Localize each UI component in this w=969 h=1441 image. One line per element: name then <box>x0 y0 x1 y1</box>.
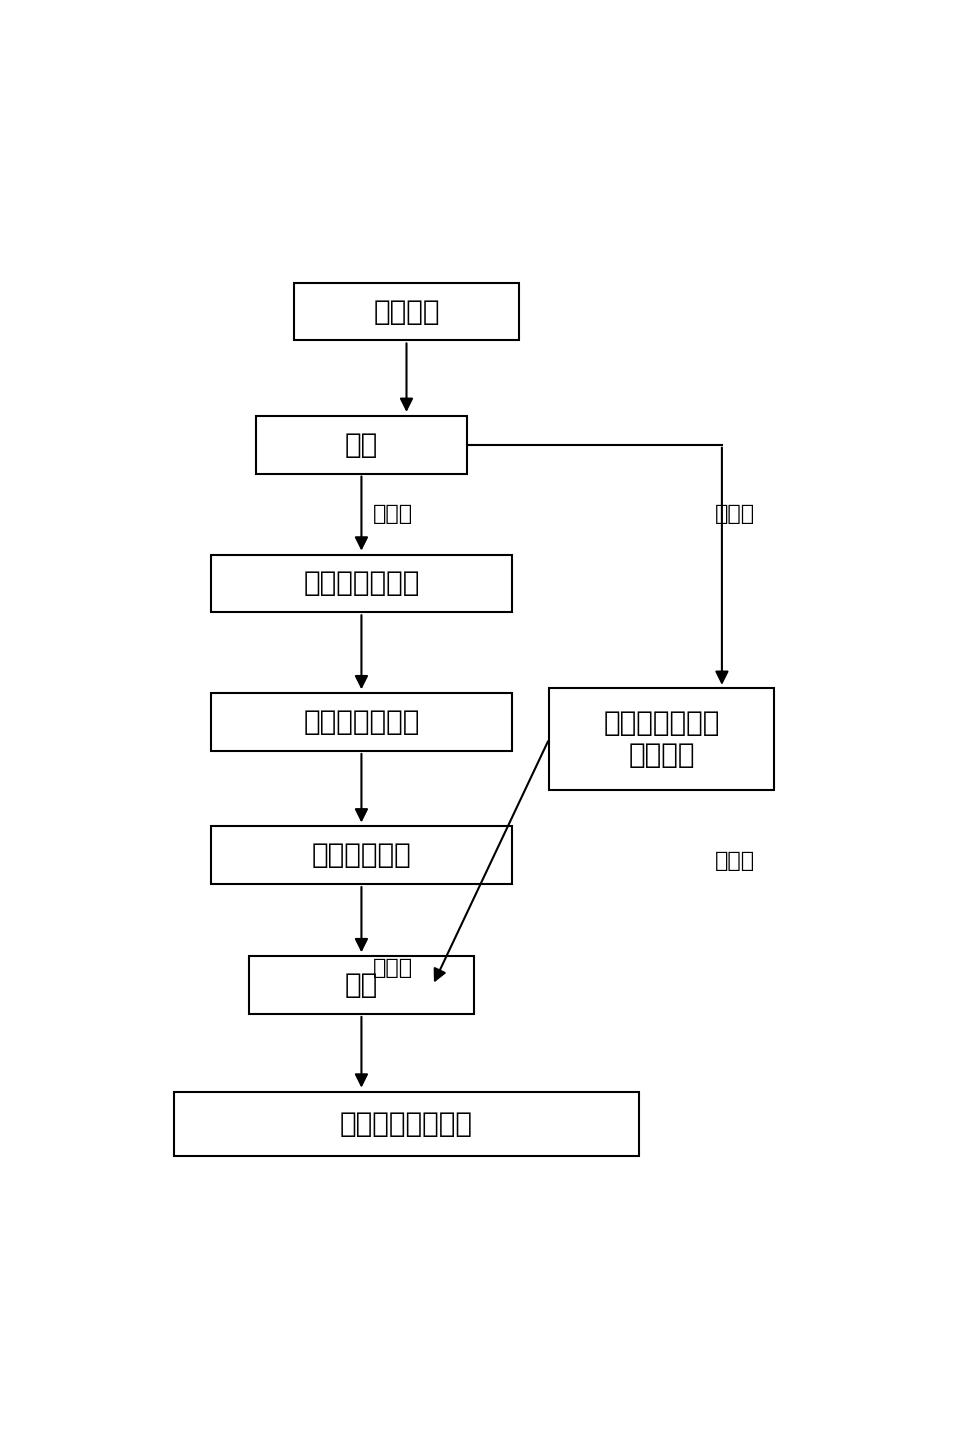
Text: 阴离子交换树脂: 阴离子交换树脂 <box>303 708 420 736</box>
FancyBboxPatch shape <box>211 555 512 612</box>
Text: 稀释: 稀释 <box>345 431 378 458</box>
FancyBboxPatch shape <box>294 282 519 340</box>
Text: 木糖母液: 木糖母液 <box>373 298 440 326</box>
FancyBboxPatch shape <box>249 957 474 1014</box>
Text: 微生物: 微生物 <box>714 850 755 870</box>
FancyBboxPatch shape <box>211 693 512 751</box>
FancyBboxPatch shape <box>256 416 467 474</box>
Text: 加氮源、磷源: 加氮源、磷源 <box>312 842 411 869</box>
FancyBboxPatch shape <box>173 1092 640 1156</box>
Text: 丙酮、丁醇或乙醇: 丙酮、丁醇或乙醇 <box>340 1110 473 1138</box>
Text: 发酵: 发酵 <box>345 971 378 999</box>
Text: 加酵母粉、蛋白
胨玉米浆: 加酵母粉、蛋白 胨玉米浆 <box>604 709 720 769</box>
FancyBboxPatch shape <box>549 687 774 790</box>
FancyBboxPatch shape <box>211 827 512 885</box>
Text: 工艺一: 工艺一 <box>373 503 413 523</box>
Text: 工艺二: 工艺二 <box>714 503 755 523</box>
Text: 微生物: 微生物 <box>373 958 413 978</box>
Text: 阳离子交换树脂: 阳离子交换树脂 <box>303 569 420 598</box>
